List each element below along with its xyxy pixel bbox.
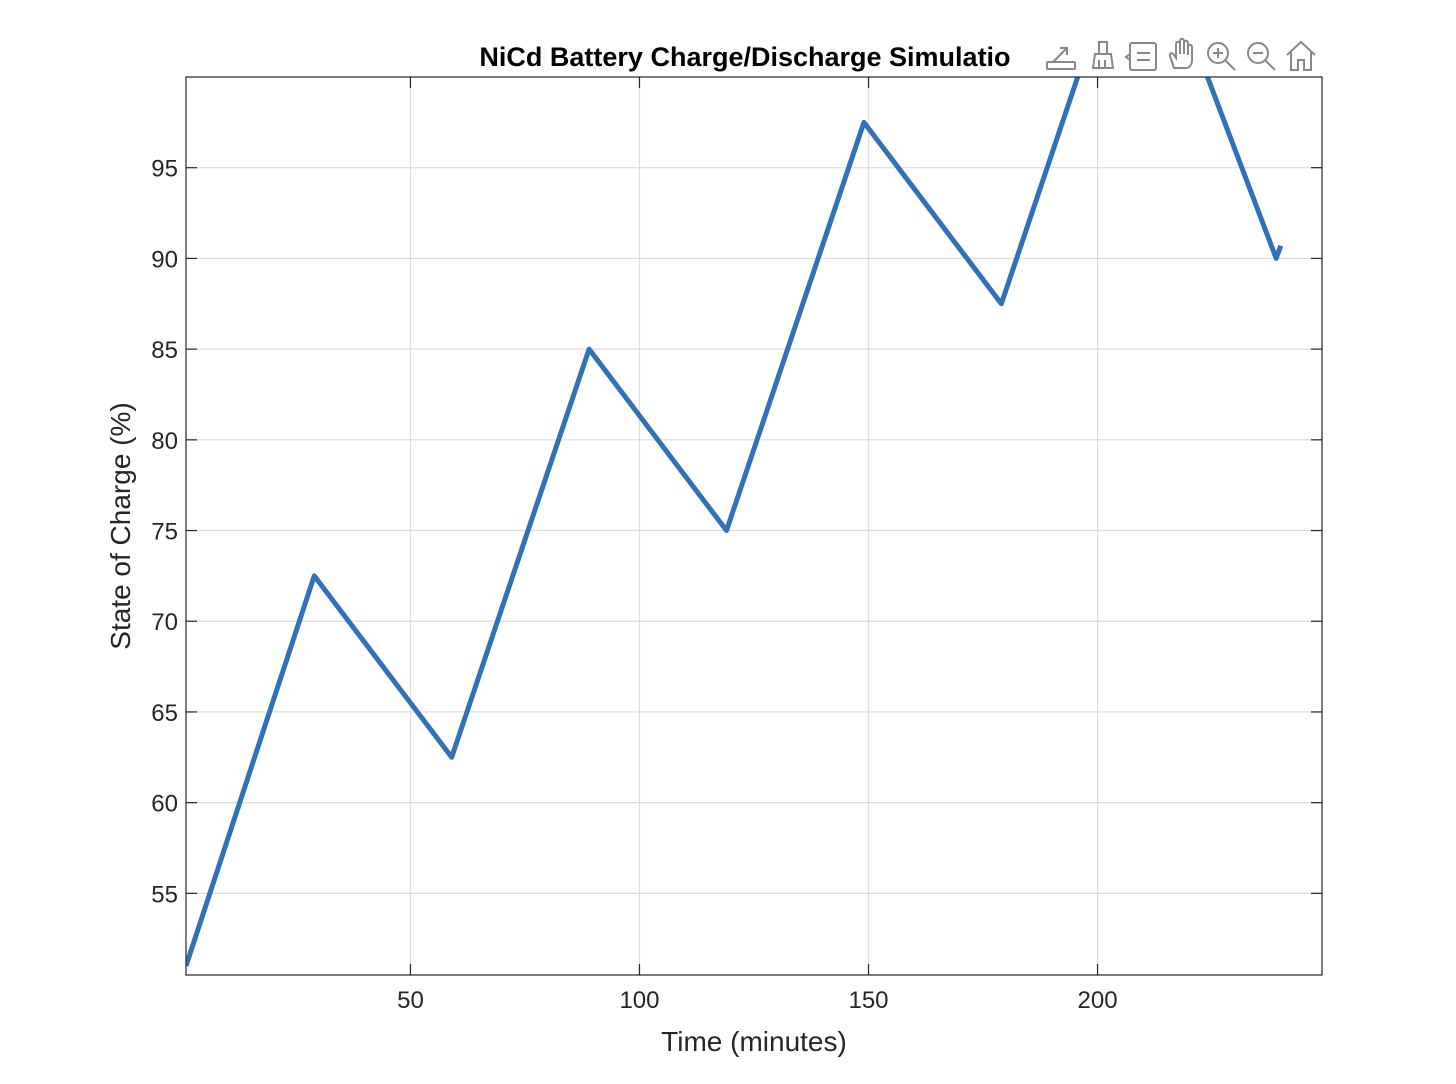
x-tick-label: 150 bbox=[848, 987, 888, 1014]
y-tick-label: 80 bbox=[151, 428, 178, 455]
x-tick-label: 50 bbox=[397, 987, 424, 1014]
y-tick-label: 85 bbox=[151, 337, 178, 364]
y-tick-label: 65 bbox=[151, 700, 178, 727]
y-tick-label: 60 bbox=[151, 791, 178, 818]
export-icon[interactable] bbox=[1046, 47, 1076, 70]
soc-line bbox=[186, 77, 1284, 967]
data-series bbox=[186, 77, 1284, 967]
plot-background bbox=[186, 77, 1322, 975]
tick-marks bbox=[186, 77, 1322, 975]
y-tick-label: 70 bbox=[151, 609, 178, 636]
pan-hand-icon[interactable] bbox=[1168, 37, 1193, 69]
home-icon[interactable] bbox=[1286, 40, 1316, 71]
axes-toolbar bbox=[1042, 36, 1324, 76]
grid-lines bbox=[186, 77, 1322, 975]
zoom-out-icon[interactable] bbox=[1247, 42, 1276, 71]
y-tick-label: 75 bbox=[151, 519, 178, 546]
plot-frame bbox=[185, 76, 1323, 976]
chart-title: NiCd Battery Charge/Discharge Simulatio bbox=[479, 42, 1010, 72]
x-axis-label: Time (minutes) bbox=[661, 1026, 847, 1057]
x-tick-label: 100 bbox=[619, 987, 659, 1014]
y-tick-label: 95 bbox=[151, 156, 178, 183]
tick-labels: 50 100 150 200 55 60 65 70 75 80 85 90 95 bbox=[151, 156, 1117, 1014]
y-tick-label: 55 bbox=[151, 881, 178, 908]
datatip-icon[interactable] bbox=[1124, 42, 1157, 71]
brush-icon[interactable] bbox=[1091, 41, 1115, 69]
y-axis-label: State of Charge (%) bbox=[105, 402, 136, 649]
y-tick-label: 90 bbox=[151, 246, 178, 273]
x-tick-label: 200 bbox=[1078, 987, 1118, 1014]
zoom-in-icon[interactable] bbox=[1207, 42, 1236, 71]
